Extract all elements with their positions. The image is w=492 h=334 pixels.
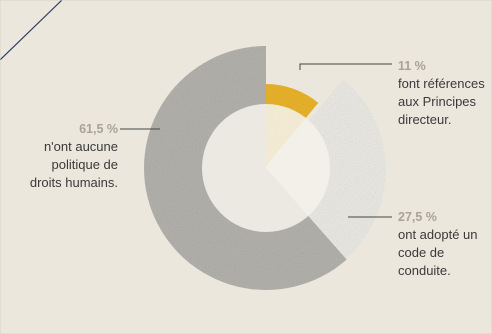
donut-hole xyxy=(202,104,330,232)
label-code-of-conduct: 27,5 % ont adopté un code de conduite. xyxy=(398,208,488,280)
leader-principles xyxy=(299,63,392,70)
label-principles-text: font références aux Principes directeur. xyxy=(398,76,485,127)
label-no-policy-percent: 61,5 % xyxy=(79,122,118,136)
label-no-policy-text: n'ont aucune politique de droits humains… xyxy=(29,139,118,190)
label-principles: 11 % font références aux Principes direc… xyxy=(398,57,488,129)
label-principles-percent: 11 % xyxy=(398,59,426,73)
label-code-text: ont adopté un code de conduite. xyxy=(398,227,478,278)
label-no-policy: 61,5 % n'ont aucune politique de droits … xyxy=(18,120,118,192)
label-code-percent: 27,5 % xyxy=(398,210,437,224)
